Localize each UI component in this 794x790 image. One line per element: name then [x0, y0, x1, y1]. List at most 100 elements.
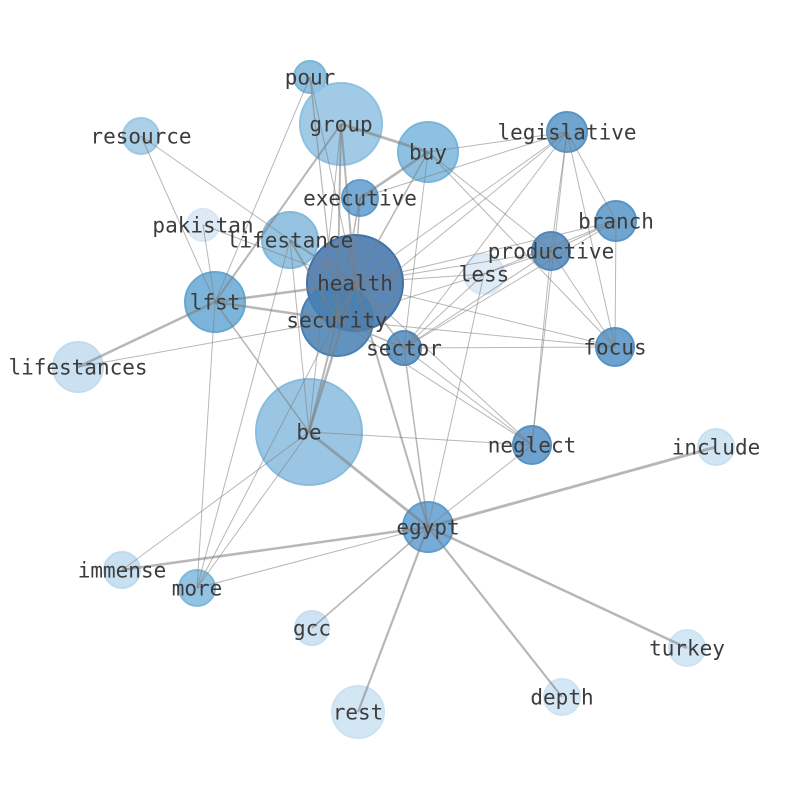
edge-egypt-include — [427, 445, 717, 529]
node-label-branch: branch — [578, 210, 654, 234]
edge-pour-health — [309, 76, 356, 284]
edge-egypt-turkey — [427, 525, 688, 650]
edge-security-lifestances — [77, 319, 338, 368]
edge-legislative-security — [336, 131, 568, 321]
edge-legislative-health — [354, 131, 568, 284]
node-label-pakistan: pakistan — [152, 214, 253, 238]
edge-be-immense — [121, 431, 310, 571]
edge-egypt-neglect — [427, 444, 533, 528]
node-label-group: group — [309, 113, 372, 137]
edge-buy-productive — [427, 151, 552, 252]
edge-group-be — [308, 123, 342, 433]
edge-be-neglect — [308, 431, 533, 446]
node-label-immense: immense — [78, 559, 167, 583]
labels-layer: pour group buy legislative resource executive… — [8, 66, 760, 725]
edge-legislative-focus — [566, 131, 616, 348]
edge-health-lfst — [214, 281, 356, 304]
edge-health-sector — [354, 282, 405, 349]
node-label-be: be — [296, 421, 321, 445]
node-label-buy: buy — [409, 141, 447, 165]
node-label-less: less — [459, 263, 510, 287]
edge-lfst-security — [214, 300, 338, 322]
edge-security-neglect — [336, 319, 533, 446]
node-label-lfst: lfst — [190, 291, 241, 315]
edge-sector-egypt — [403, 347, 429, 528]
edge-executive-health — [354, 197, 361, 284]
edge-group-lfst — [214, 123, 342, 303]
node-label-legislative: legislative — [497, 121, 636, 145]
node-label-health: health — [317, 272, 393, 296]
edge-productive-sector — [403, 250, 552, 349]
edge-egypt-depth — [427, 526, 563, 698]
edge-security-sector — [336, 319, 405, 349]
edge-legislative-sector — [403, 131, 568, 349]
edge-branch-productive — [550, 220, 617, 252]
edge-egypt-more — [196, 526, 429, 589]
edge-group-health — [340, 123, 356, 284]
edge-lifestance-security — [289, 239, 338, 321]
node-label-pour: pour — [285, 66, 336, 90]
edge-lfst-be — [214, 301, 310, 433]
node-label-more: more — [172, 577, 223, 601]
nodes-layer — [52, 60, 735, 739]
edge-pour-lfst — [214, 76, 311, 303]
edge-branch-focus — [614, 220, 617, 348]
edge-buy-focus — [427, 151, 616, 348]
node-label-lifestance: lifestance — [227, 229, 353, 253]
node-label-rest: rest — [333, 701, 384, 725]
node-label-productive: productive — [488, 240, 614, 264]
edge-security-focus — [336, 319, 616, 348]
edge-resource-lifestance — [140, 135, 291, 241]
node-label-sector: sector — [366, 337, 442, 361]
edge-security-be — [308, 319, 338, 433]
node-label-executive: executive — [303, 187, 417, 211]
edge-legislative-branch — [566, 131, 617, 222]
edge-health-egypt — [354, 282, 429, 528]
node-label-include: include — [672, 436, 761, 460]
edge-lifestance-more — [196, 239, 291, 589]
edge-buy-sector — [403, 151, 429, 349]
edge-sector-focus — [403, 346, 616, 349]
edge-buy-legislative — [427, 131, 568, 153]
edge-lfst-lifestances — [77, 300, 216, 369]
node-label-focus: focus — [583, 336, 646, 360]
edge-productive-less — [483, 250, 552, 275]
edge-be-more — [196, 431, 310, 589]
edge-sector-neglect — [403, 347, 533, 446]
edge-lifestance-health — [289, 239, 356, 284]
edge-group-security — [336, 123, 342, 321]
node-label-turkey: turkey — [649, 637, 725, 661]
edges-layer — [77, 76, 717, 713]
edge-buy-executive — [359, 150, 429, 200]
node-label-egypt: egypt — [396, 516, 459, 540]
edge-egypt-rest — [356, 526, 430, 713]
edge-resource-lfst — [140, 135, 216, 303]
edge-pakistan-health — [202, 224, 356, 284]
edge-legislative-executive — [359, 131, 568, 199]
edge-branch-sector — [403, 220, 617, 349]
edge-branch-less — [483, 220, 617, 275]
edge-executive-security — [336, 197, 361, 321]
edge-lfst-more — [196, 301, 216, 589]
edge-legislative-neglect — [531, 131, 568, 446]
edge-pour-security — [309, 76, 338, 321]
edge-egypt-immense — [121, 525, 429, 572]
edge-health-neglect — [354, 282, 533, 446]
edge-less-sector — [403, 273, 485, 349]
node-label-resource: resource — [90, 125, 191, 149]
node-label-gcc: gcc — [293, 617, 331, 641]
edge-egypt-gcc — [311, 526, 429, 629]
edge-buy-health — [354, 151, 429, 284]
edge-be-egypt — [308, 430, 429, 529]
edge-health-focus — [354, 282, 616, 348]
edge-less-egypt — [427, 273, 485, 528]
edge-branch-health — [354, 220, 617, 284]
edge-group-buy — [340, 122, 429, 154]
edge-pakistan-lfst — [202, 224, 216, 303]
node-label-neglect: neglect — [488, 434, 577, 458]
edge-health-more — [196, 282, 356, 589]
edge-productive-health — [354, 250, 552, 284]
node-label-security: security — [286, 309, 387, 333]
